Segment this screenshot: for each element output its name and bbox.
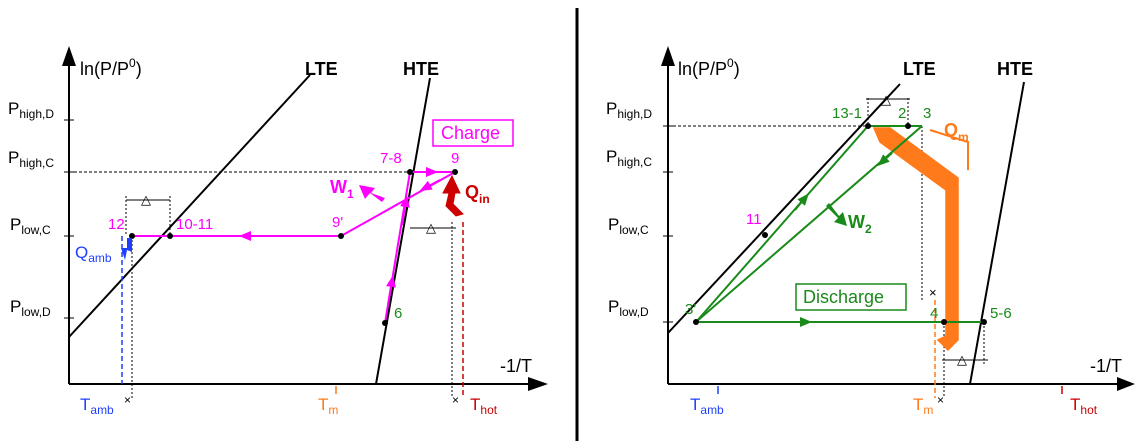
- left-cross-amb-icon: ×: [124, 393, 131, 407]
- left-lte-line: [68, 74, 311, 338]
- right-lte-line: [667, 83, 901, 334]
- right-qm-label: Qm: [944, 120, 969, 144]
- right-point-2-label: 2: [898, 105, 906, 122]
- left-p-low-c-label: Plow,C: [10, 215, 51, 237]
- right-point-4-label: 4: [930, 305, 938, 322]
- right-point-5-6-label: 5-6: [990, 305, 1012, 322]
- right-x-axis-arrow: [1117, 377, 1135, 391]
- right-point-4: [941, 319, 947, 325]
- right-point-13-1-label: 13-1: [832, 105, 862, 122]
- right-point-3-label: 3: [923, 105, 931, 122]
- left-cross-hot-icon: ×: [452, 393, 459, 407]
- right-point-11-label: 11: [746, 211, 762, 228]
- left-delta-marker-1: [125, 196, 171, 236]
- left-arrow-9-9p: [419, 179, 441, 191]
- left-point-6-label: 6: [394, 305, 402, 322]
- right-w2-label: W2: [848, 212, 872, 236]
- right-t-m-label: Tm: [913, 395, 933, 417]
- left-p-high-d-label: Phigh,D: [8, 99, 54, 121]
- left-hte-label: HTE: [403, 59, 439, 79]
- right-arrow-3p-13: [794, 193, 809, 211]
- left-p-low-d-label: Plow,D: [10, 297, 51, 319]
- left-qin-label: Qin: [465, 182, 490, 206]
- left-point-7-8-label: 7-8: [380, 150, 402, 167]
- left-point-9p-label: 9': [332, 214, 343, 231]
- left-point-9: [452, 169, 458, 175]
- right-point-5-6: [981, 319, 987, 325]
- right-p-high-c-label: Phigh,C: [606, 147, 652, 169]
- left-p-high-c-label: Phigh,C: [8, 148, 54, 170]
- left-delta-icon-2: △: [426, 220, 436, 235]
- left-y-axis-label: ln(P/P0): [80, 56, 142, 79]
- left-hte-line: [375, 77, 431, 385]
- left-point-12-label: 12: [108, 216, 125, 233]
- right-qm-band: [872, 127, 959, 352]
- right-point-13-1: [865, 123, 871, 129]
- right-arrow-3-4: [877, 152, 893, 167]
- left-charge-label: Charge: [441, 123, 500, 143]
- right-delta-icon-1: △: [881, 92, 891, 107]
- right-point-2: [905, 123, 911, 129]
- right-cross-tm-icon: ×: [937, 393, 944, 407]
- right-panel: ln(P/P0) -1/T Phigh,D Phigh,C Plow,C Plo…: [606, 46, 1135, 417]
- right-cross-mid-icon: ×: [929, 285, 937, 300]
- right-p-low-d-label: Plow,D: [608, 297, 649, 319]
- left-pressure-ticks: [64, 119, 74, 319]
- left-w1-arrow: [359, 185, 385, 202]
- right-p-high-d-label: Phigh,D: [606, 99, 652, 121]
- right-lte-label: LTE: [903, 59, 936, 79]
- left-lte-label: LTE: [305, 59, 338, 79]
- right-point-11: [762, 232, 768, 238]
- left-t-amb-label: Tamb: [80, 395, 114, 417]
- right-x-axis-label: -1/T: [1090, 356, 1122, 376]
- right-hte-label: HTE: [997, 59, 1033, 79]
- left-arrow-6-7b: [400, 195, 410, 226]
- left-charge-box: [432, 119, 514, 147]
- right-point-3p-label: 3': [685, 301, 696, 318]
- left-t-hot-label: Thot: [470, 395, 498, 417]
- right-t-amb-label: Tamb: [690, 395, 724, 417]
- left-qamb-arrow: [121, 238, 132, 260]
- left-delta-icon-1: △: [141, 192, 151, 207]
- right-y-axis-arrow: [661, 46, 675, 66]
- right-t-hot-label: Thot: [1070, 395, 1098, 417]
- left-point-6: [382, 320, 388, 326]
- right-y-axis-label: ln(P/P0): [678, 56, 740, 79]
- right-discharge-box: [795, 283, 907, 311]
- right-discharge-label: Discharge: [803, 287, 884, 307]
- right-hte-line: [969, 81, 1025, 385]
- left-x-axis-label: -1/T: [500, 356, 532, 376]
- right-delta-icon-2: △: [957, 352, 967, 367]
- left-w1-label: W1: [330, 177, 354, 201]
- right-p-low-c-label: Plow,C: [608, 215, 649, 237]
- left-t-m-label: Tm: [318, 395, 338, 417]
- left-panel: ln(P/P0) -1/T Phigh,D Phigh,C Plow,C Plo…: [8, 46, 548, 417]
- right-point-3p: [693, 319, 699, 325]
- left-qin-arrow: [442, 174, 464, 217]
- left-point-10-11-label: 10-11: [176, 216, 213, 233]
- right-w2-arrow: [826, 203, 847, 226]
- left-qamb-label: Qamb: [75, 243, 112, 265]
- left-point-7-8: [407, 169, 413, 175]
- left-point-9p: [338, 233, 344, 239]
- left-point-12: [129, 233, 135, 239]
- right-process-3p-to-13: [695, 125, 869, 323]
- left-arrow-6-7a: [386, 275, 396, 306]
- left-point-10-11: [167, 233, 173, 239]
- right-qm-outline: [929, 129, 969, 170]
- left-point-9-label: 9: [451, 150, 459, 167]
- left-y-axis-arrow: [62, 46, 76, 66]
- left-x-axis-arrow: [528, 377, 548, 391]
